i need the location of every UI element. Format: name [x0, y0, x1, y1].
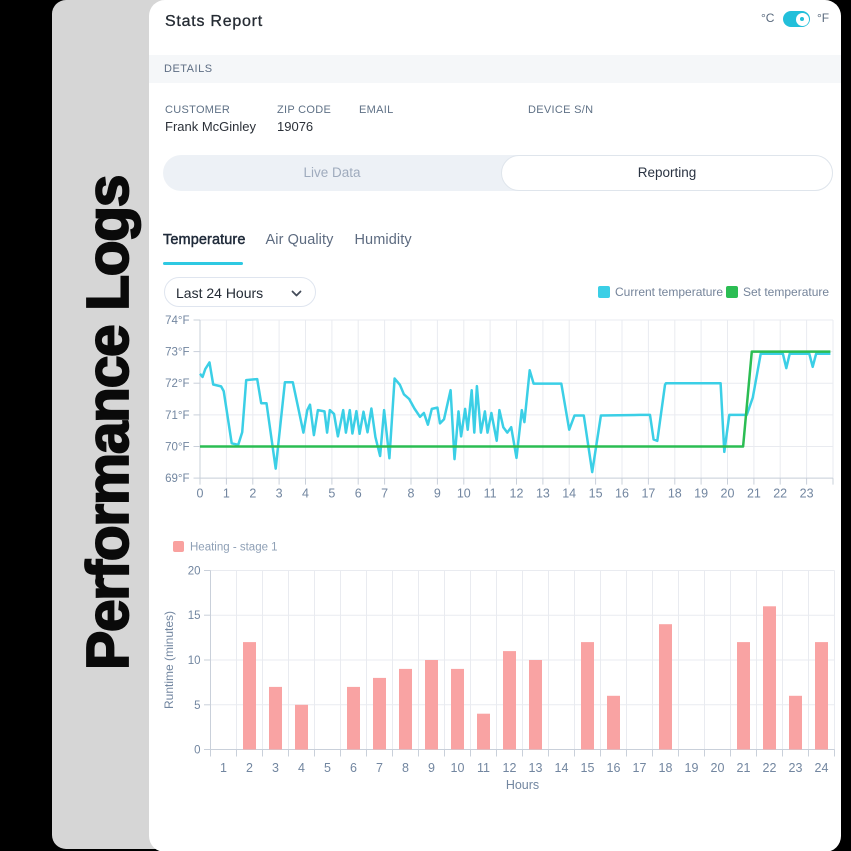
svg-text:5: 5	[328, 487, 335, 501]
svg-text:20: 20	[188, 566, 201, 578]
svg-text:6: 6	[355, 487, 362, 501]
svg-text:9: 9	[428, 761, 435, 775]
svg-text:5: 5	[194, 700, 200, 712]
svg-text:Hours: Hours	[506, 778, 539, 792]
svg-text:17: 17	[633, 761, 647, 775]
svg-text:73°F: 73°F	[165, 347, 189, 359]
svg-text:11: 11	[484, 487, 497, 501]
svg-text:17: 17	[641, 487, 655, 501]
svg-text:8: 8	[402, 761, 409, 775]
svg-text:12: 12	[503, 761, 517, 775]
svg-text:21: 21	[747, 487, 761, 501]
svg-text:15: 15	[589, 487, 603, 501]
svg-text:6: 6	[350, 761, 357, 775]
svg-text:13: 13	[536, 487, 550, 501]
svg-text:4: 4	[298, 761, 305, 775]
svg-text:16: 16	[615, 487, 629, 501]
svg-text:8: 8	[408, 487, 415, 501]
svg-text:10: 10	[451, 761, 465, 775]
svg-text:19: 19	[694, 487, 708, 501]
svg-text:74°F: 74°F	[165, 315, 189, 327]
svg-text:2: 2	[246, 761, 253, 775]
svg-text:22: 22	[773, 487, 787, 501]
svg-text:19: 19	[685, 761, 699, 775]
svg-text:70°F: 70°F	[165, 442, 189, 454]
svg-text:72°F: 72°F	[165, 378, 189, 390]
svg-text:10: 10	[188, 655, 201, 667]
svg-text:5: 5	[324, 761, 331, 775]
svg-text:0: 0	[194, 745, 200, 757]
svg-text:9: 9	[434, 487, 441, 501]
svg-text:7: 7	[381, 487, 388, 501]
svg-text:18: 18	[659, 761, 673, 775]
svg-text:23: 23	[800, 487, 814, 501]
svg-text:21: 21	[737, 761, 751, 775]
svg-text:16: 16	[607, 761, 621, 775]
svg-text:1: 1	[223, 487, 230, 501]
svg-text:11: 11	[477, 761, 490, 775]
svg-text:14: 14	[562, 487, 576, 501]
svg-text:10: 10	[457, 487, 471, 501]
svg-text:22: 22	[763, 761, 777, 775]
svg-text:15: 15	[581, 761, 595, 775]
svg-text:0: 0	[197, 487, 204, 501]
svg-text:18: 18	[668, 487, 682, 501]
svg-text:3: 3	[276, 487, 283, 501]
svg-text:3: 3	[272, 761, 279, 775]
svg-text:15: 15	[188, 610, 201, 622]
svg-text:20: 20	[721, 487, 735, 501]
svg-text:1: 1	[220, 761, 227, 775]
svg-text:12: 12	[510, 487, 524, 501]
svg-text:2: 2	[249, 487, 256, 501]
svg-text:Runtime (minutes): Runtime (minutes)	[162, 611, 176, 709]
svg-text:Heating - stage 1: Heating - stage 1	[190, 542, 278, 554]
svg-text:14: 14	[555, 761, 569, 775]
svg-text:7: 7	[376, 761, 383, 775]
svg-text:20: 20	[711, 761, 725, 775]
svg-text:24: 24	[815, 761, 829, 775]
svg-text:23: 23	[789, 761, 803, 775]
svg-text:13: 13	[529, 761, 543, 775]
svg-text:4: 4	[302, 487, 309, 501]
svg-text:71°F: 71°F	[165, 410, 189, 422]
svg-text:69°F: 69°F	[165, 473, 189, 485]
